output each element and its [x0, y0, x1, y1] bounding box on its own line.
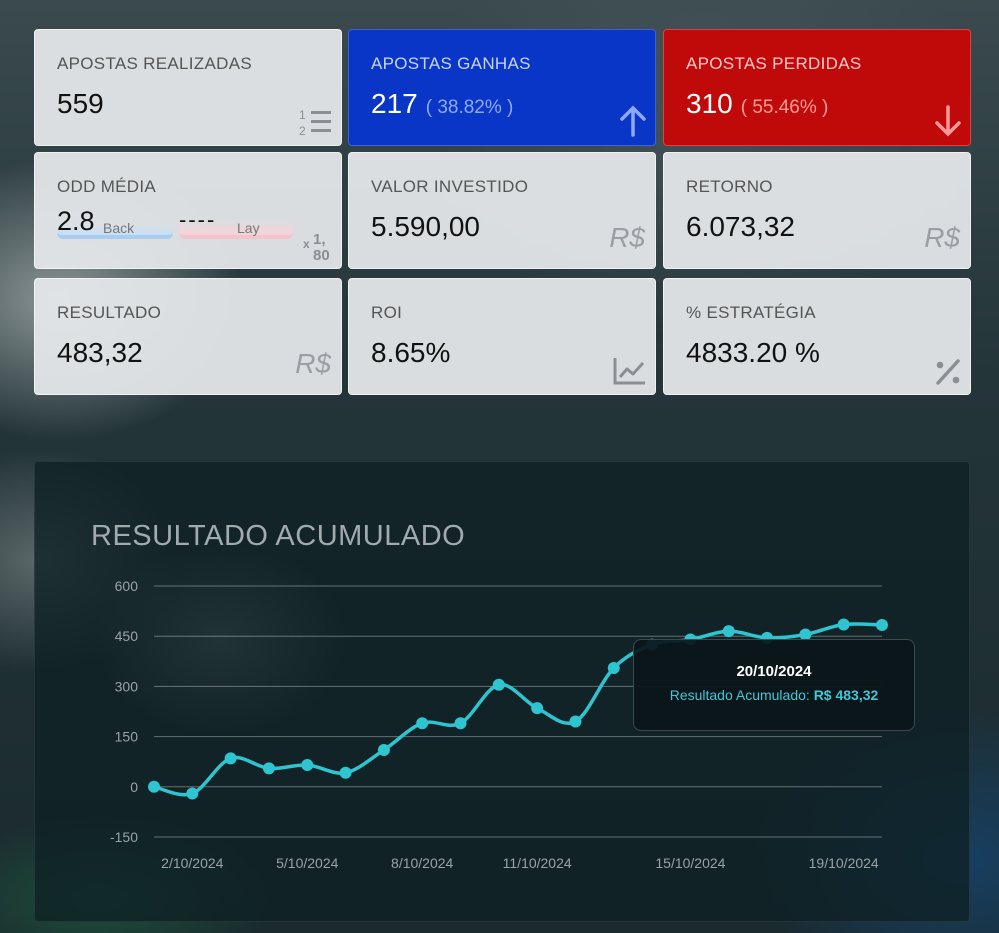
card-label: % ESTRATÉGIA — [686, 303, 816, 322]
numbered-list-icon: 1 2 — [299, 108, 331, 137]
odds-icon-one: 1, — [313, 231, 326, 248]
odds-icon-x: x — [303, 237, 310, 251]
svg-text:2: 2 — [299, 124, 306, 137]
card-label: VALOR INVESTIDO — [371, 177, 529, 196]
odd-row: 2.8 Back ---- Lay — [57, 206, 319, 239]
card-label: ROI — [371, 303, 403, 322]
data-point — [722, 625, 735, 638]
y-tick-label: 0 — [130, 779, 138, 795]
svg-text:1: 1 — [299, 108, 306, 122]
card-odd-media: ODD MÉDIA 2.8 Back ---- Lay x 1, 80 — [34, 152, 342, 269]
card-label: RETORNO — [686, 177, 773, 196]
card-label: RESULTADO — [57, 303, 162, 322]
data-point — [569, 715, 582, 728]
data-point — [492, 678, 505, 691]
y-tick-label: -150 — [110, 829, 138, 845]
odds-icon: x 1, 80 — [303, 231, 330, 262]
data-point — [262, 762, 275, 775]
card-value: 4833.20 % — [686, 337, 820, 368]
data-point — [837, 618, 850, 631]
card-label: ODD MÉDIA — [57, 177, 157, 196]
card-label: APOSTAS GANHAS — [371, 54, 531, 73]
card-value: 483,32 — [57, 337, 143, 368]
x-tick-label: 15/10/2024 — [655, 855, 725, 871]
x-tick-label: 8/10/2024 — [391, 855, 453, 871]
tooltip-line: Resultado Acumulado: R$ 483,32 — [634, 687, 914, 703]
x-tick-label: 5/10/2024 — [276, 855, 338, 871]
card-value: 6.073,32 — [686, 211, 795, 242]
currency-icon: R$ — [295, 348, 331, 379]
odd-back-label: Back — [103, 220, 135, 236]
card-value: 559 — [57, 88, 104, 119]
card-value: 310 — [686, 88, 733, 119]
odd-back-box: 2.8 Back — [57, 206, 173, 239]
odd-back-value: 2.8 — [57, 206, 95, 236]
currency-icon: R$ — [609, 222, 645, 253]
tooltip-value: R$ 483,32 — [813, 687, 879, 703]
card-label: APOSTAS REALIZADAS — [57, 54, 252, 73]
card-roi: ROI 8.65% — [348, 278, 656, 395]
percent-icon — [936, 359, 960, 385]
tooltip-date: 20/10/2024 — [736, 663, 812, 680]
card-value: 8.65% — [371, 337, 451, 368]
data-point — [186, 787, 199, 800]
data-point — [876, 619, 888, 632]
y-tick-label: 600 — [115, 578, 139, 594]
odd-lay-box: ---- Lay — [179, 207, 293, 239]
odds-icon-eighty: 80 — [313, 247, 330, 262]
arrow-down-icon — [935, 105, 961, 137]
data-point — [416, 717, 429, 730]
data-point — [531, 702, 544, 715]
y-tick-label: 300 — [115, 678, 139, 694]
card-valor-investido: VALOR INVESTIDO 5.590,00 R$ — [348, 152, 656, 269]
tooltip-label: Resultado Acumulado: — [669, 687, 810, 703]
arrow-up-icon — [620, 105, 646, 137]
data-point — [301, 759, 314, 772]
line-chart: 600 450 300 150 0 -150 2/10/2024 5/10/2024 8/10/… — [110, 578, 888, 871]
card-label: APOSTAS PERDIDAS — [686, 54, 862, 73]
card-apostas-realizadas: APOSTAS REALIZADAS 559 1 2 — [34, 29, 342, 146]
card-value-row: 217 ( 38.82% ) — [371, 88, 633, 120]
card-resultado: RESULTADO 483,32 R$ — [34, 278, 342, 395]
x-tick-label: 2/10/2024 — [161, 855, 223, 871]
data-point — [377, 743, 390, 756]
data-point — [148, 780, 160, 793]
x-tick-label: 11/10/2024 — [503, 855, 572, 871]
data-point — [224, 752, 237, 765]
card-value-row: 310 ( 55.46% ) — [686, 88, 948, 120]
data-point — [339, 766, 352, 779]
data-point — [454, 717, 467, 730]
y-tick-label: 150 — [115, 729, 139, 745]
card-retorno: RETORNO 6.073,32 R$ — [663, 152, 971, 269]
data-point — [607, 661, 620, 674]
odd-lay-value: ---- — [179, 207, 217, 232]
odd-lay-label: Lay — [237, 220, 260, 236]
currency-icon: R$ — [924, 222, 960, 253]
chart-title: RESULTADO ACUMULADO — [91, 520, 466, 552]
line-chart-icon — [613, 358, 645, 385]
card-apostas-ganhas: APOSTAS GANHAS 217 ( 38.82% ) — [348, 29, 656, 146]
card-percentage: ( 55.46% ) — [740, 97, 829, 118]
card-percentage: ( 38.82% ) — [425, 97, 514, 118]
card-apostas-perdidas: APOSTAS PERDIDAS 310 ( 55.46% ) — [663, 29, 971, 146]
y-tick-label: 450 — [115, 628, 139, 644]
card-value: 217 — [371, 88, 418, 119]
chart-tooltip: 20/10/2024 Resultado Acumulado: R$ 483,3… — [633, 639, 915, 731]
card-estrategia: % ESTRATÉGIA 4833.20 % — [663, 278, 971, 395]
chart-panel: RESULTADO ACUMULADO 600 450 300 150 0 -150 2/1… — [34, 461, 970, 922]
x-tick-label: 19/10/2024 — [809, 855, 879, 871]
card-value: 5.590,00 — [371, 211, 480, 242]
data-point — [799, 628, 812, 641]
